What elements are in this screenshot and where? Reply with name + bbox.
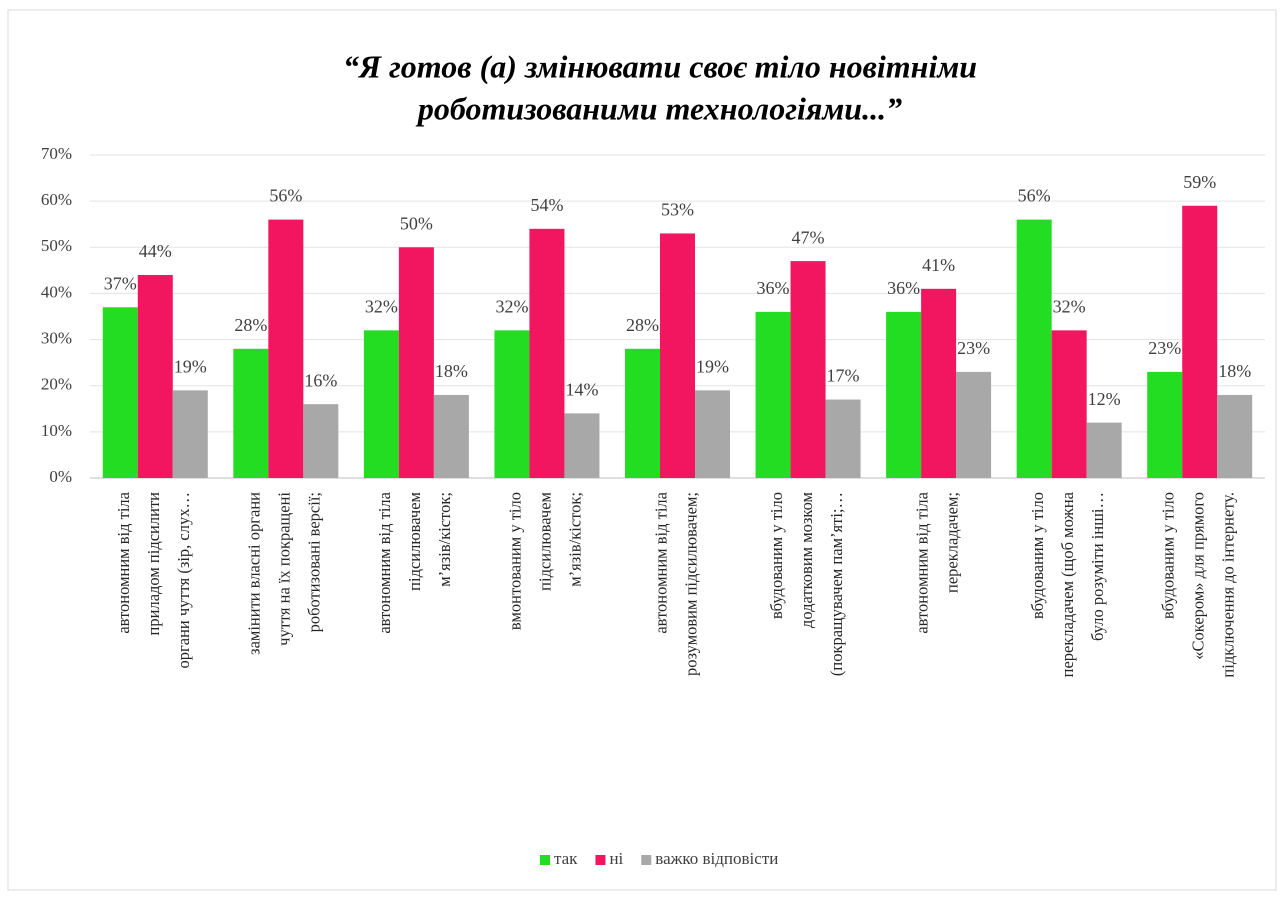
value-label: 19%	[696, 356, 729, 376]
bar	[233, 348, 269, 478]
value-label: 54%	[530, 195, 563, 215]
x-tick-label: м’язів/кісток;	[435, 492, 454, 587]
bar	[625, 348, 660, 478]
x-tick-label: підсилювачем	[405, 491, 424, 590]
x-tick-label: підсилювачем	[536, 491, 555, 590]
x-tick-label: автономним від тіла	[114, 491, 133, 633]
value-label: 37%	[104, 273, 137, 293]
bar	[921, 288, 957, 478]
bar	[268, 219, 304, 478]
x-tick-label: автономним від тіла	[651, 491, 670, 633]
y-tick-label: 60%	[41, 190, 72, 209]
value-label: 32%	[495, 296, 528, 316]
value-label: 56%	[1018, 186, 1051, 206]
bar	[1182, 205, 1218, 478]
bar	[433, 394, 469, 478]
legend-label: так	[554, 849, 578, 868]
y-tick-label: 30%	[41, 328, 72, 347]
legend-swatch	[595, 855, 606, 865]
legend-label: важко відповісти	[655, 849, 778, 868]
value-label: 17%	[827, 366, 860, 386]
x-tick-label: перекладачем;	[942, 492, 961, 593]
x-tick-label: органи чуття (зір, слух…	[174, 492, 193, 669]
x-tick-label: вбудованим у тіло	[767, 492, 786, 619]
x-tick-label: додатковим мозком	[797, 491, 816, 628]
x-tick-label: чуття на їх покращені	[275, 492, 294, 646]
x-tick-label: вбудованим у тіло	[1028, 492, 1047, 619]
bar	[956, 371, 992, 478]
bar	[1147, 371, 1183, 478]
bar	[564, 413, 600, 478]
legend-label: ні	[609, 849, 623, 868]
bar	[102, 307, 138, 478]
bar	[695, 390, 730, 478]
bar	[660, 233, 695, 478]
value-label: 36%	[887, 278, 920, 298]
y-tick-label: 50%	[41, 236, 72, 255]
x-tick-label: (покращувачем пам’яті;…	[827, 492, 846, 676]
value-label: 59%	[1183, 172, 1216, 192]
value-label: 18%	[1218, 361, 1251, 381]
value-label: 50%	[400, 213, 433, 233]
bar	[1217, 394, 1253, 478]
x-tick-label: «Сокером» для прямого	[1189, 492, 1208, 660]
x-tick-label: підключення до інтернету.	[1219, 492, 1238, 678]
bar	[303, 404, 339, 478]
value-label: 32%	[365, 296, 398, 316]
bar	[529, 228, 565, 478]
y-tick-label: 0%	[49, 467, 72, 486]
value-label: 28%	[626, 315, 659, 335]
bar	[1086, 422, 1122, 478]
x-tick-label: автономним від тіла	[375, 491, 394, 633]
bar	[137, 274, 173, 478]
legend-swatch	[540, 855, 550, 865]
x-tick-label: приладом підсилити	[144, 492, 163, 636]
value-label: 53%	[661, 200, 694, 220]
value-label: 44%	[139, 241, 172, 261]
x-tick-label: роботизовані версії;	[305, 492, 324, 632]
value-label: 14%	[565, 380, 598, 400]
x-tick-label: вмонтованим у тіло	[506, 492, 525, 630]
x-tick-label: перекладачем (щоб можна	[1058, 491, 1077, 677]
value-label: 28%	[234, 315, 267, 335]
bar	[363, 330, 399, 478]
value-label: 36%	[757, 278, 790, 298]
value-label: 32%	[1053, 296, 1086, 316]
bar	[790, 261, 826, 478]
bar	[494, 330, 530, 478]
value-label: 12%	[1088, 389, 1121, 409]
bar	[398, 247, 434, 478]
value-label: 23%	[1148, 338, 1181, 358]
value-label: 18%	[435, 361, 468, 381]
x-tick-label: замінити власні органи	[245, 492, 264, 655]
bar	[886, 311, 922, 478]
value-label: 19%	[174, 356, 207, 376]
x-tick-label: розумовим підсилювачем;	[681, 492, 700, 676]
bar	[825, 399, 861, 478]
y-tick-label: 40%	[41, 282, 72, 301]
chart-title: роботизованими технологіями...”	[415, 90, 902, 126]
y-tick-label: 70%	[41, 144, 72, 163]
bar	[1051, 330, 1087, 478]
x-tick-label: м’язів/кісток;	[566, 492, 585, 587]
y-tick-label: 20%	[41, 375, 72, 394]
value-label: 16%	[304, 370, 337, 390]
value-label: 47%	[792, 227, 825, 247]
legend-swatch	[641, 855, 652, 865]
bar	[1016, 219, 1052, 478]
y-tick-label: 10%	[41, 421, 72, 440]
bar	[172, 390, 208, 478]
chart-title: “Я готов (а) змінювати своє тіло новітні…	[343, 48, 977, 84]
value-label: 23%	[957, 338, 990, 358]
value-label: 41%	[922, 255, 955, 275]
bar	[755, 311, 791, 478]
x-tick-label: автономним від тіла	[912, 491, 931, 633]
x-tick-label: вбудованим у тіло	[1159, 492, 1178, 619]
x-tick-label: було розуміти інші…	[1088, 492, 1107, 641]
value-label: 56%	[269, 186, 302, 206]
